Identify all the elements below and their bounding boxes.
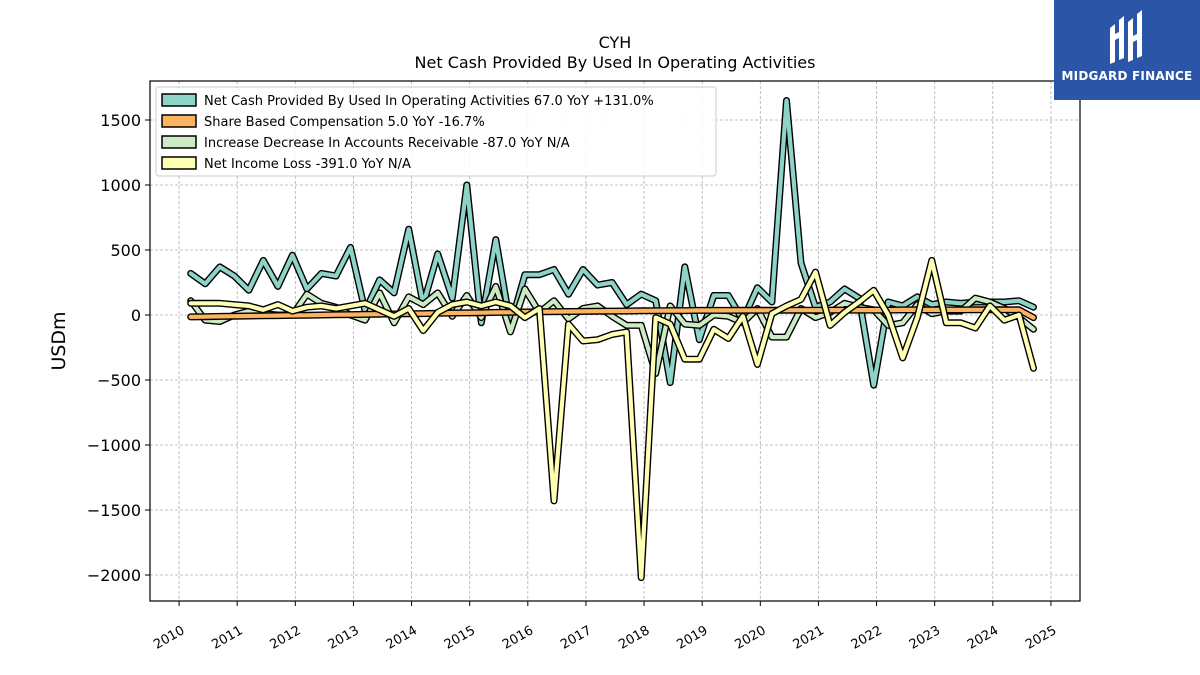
- chart-title: CYH: [599, 33, 632, 52]
- legend-label-share-comp: Share Based Compensation 5.0 YoY -16.7%: [204, 115, 485, 130]
- y-tick-label: 1000: [100, 176, 141, 195]
- legend-entry-net-cash: Net Cash Provided By Used In Operating A…: [161, 93, 654, 109]
- logo-text: MIDGARD FINANCE: [1061, 69, 1193, 83]
- y-tick-label: 0: [131, 306, 141, 325]
- x-tick-label: 2015: [442, 623, 478, 653]
- series-1: [187, 306, 1037, 322]
- x-tick-label: 2021: [791, 623, 827, 653]
- chart-subtitle: Net Cash Provided By Used In Operating A…: [415, 53, 816, 72]
- x-axis: 2010 2011 2012 2013 2014 2015 2016 2017 2018 2019…: [151, 601, 1059, 653]
- series-line: [188, 258, 1036, 580]
- x-tick-label: 2012: [267, 623, 303, 653]
- x-tick-label: 2014: [384, 623, 420, 653]
- legend-entry-receivable: Increase Decrease In Accounts Receivable…: [161, 135, 570, 151]
- x-tick-label: 2017: [558, 623, 594, 653]
- midgard-finance-logo: MIDGARD FINANCE: [1054, 0, 1200, 100]
- y-tick-label: 500: [110, 241, 141, 260]
- y-tick-label: −1500: [87, 501, 141, 520]
- legend-swatch-share-comp: [161, 114, 197, 128]
- legend-label-receivable: Increase Decrease In Accounts Receivable…: [204, 136, 570, 151]
- legend-swatch-net-cash: [161, 93, 197, 107]
- logo-mark-icon: [1110, 10, 1142, 64]
- x-tick-label: 2013: [326, 623, 362, 653]
- y-axis: −2000 −1500 −1000 −500 0 500 1000 1500: [87, 111, 150, 585]
- plot-frame: [149, 80, 1081, 602]
- series-line: [188, 98, 1036, 388]
- x-tick-label: 2025: [1023, 623, 1059, 653]
- x-tick-label: 2016: [500, 623, 536, 653]
- x-tick-label: 2024: [965, 623, 1001, 653]
- series-line: [188, 307, 1036, 320]
- x-tick-label: 2020: [732, 623, 768, 653]
- x-tick-label: 2023: [907, 623, 943, 653]
- series-3: [187, 256, 1037, 582]
- legend: Net Cash Provided By Used In Operating A…: [155, 86, 717, 177]
- x-tick-label: 2011: [209, 623, 245, 653]
- legend-swatch-receivable: [161, 135, 197, 149]
- y-tick-label: −500: [97, 371, 141, 390]
- x-tick-label: 2010: [151, 623, 187, 653]
- legend-entry-net-income: Net Income Loss -391.0 YoY N/A: [161, 156, 411, 172]
- legend-swatch-net-income: [161, 156, 197, 170]
- x-tick-label: 2022: [849, 623, 885, 653]
- y-tick-label: −2000: [87, 566, 141, 585]
- legend-frame: [155, 86, 717, 177]
- legend-label-net-income: Net Income Loss -391.0 YoY N/A: [204, 157, 411, 172]
- y-axis-label: USDm: [48, 311, 70, 370]
- x-tick-label: 2018: [616, 623, 652, 653]
- legend-entry-share-comp: Share Based Compensation 5.0 YoY -16.7%: [161, 114, 485, 130]
- legend-label-net-cash: Net Cash Provided By Used In Operating A…: [204, 94, 654, 109]
- series-0: [187, 97, 1037, 389]
- x-tick-label: 2019: [674, 623, 710, 653]
- plot-area: [187, 97, 1037, 582]
- y-tick-label: 1500: [100, 111, 141, 130]
- y-tick-label: −1000: [87, 436, 141, 455]
